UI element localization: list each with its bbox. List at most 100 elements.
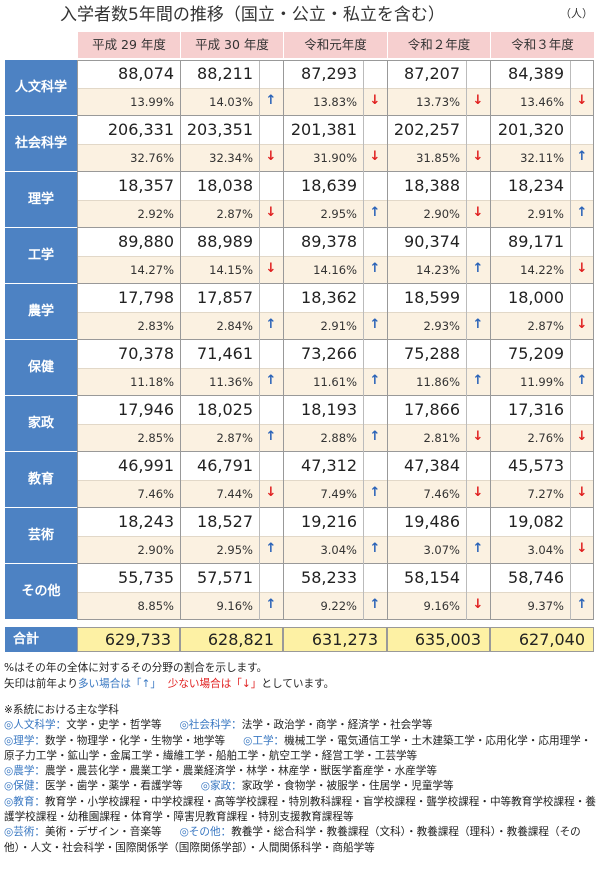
footnote-title: ※系統における主な学科 (4, 704, 119, 716)
count: 19,486 (404, 512, 460, 531)
row-label: 教育 (5, 452, 77, 508)
arrow-line (259, 508, 260, 564)
note-1: %はその年の全体に対するその分野の割合を示します。 (4, 662, 268, 674)
unit: （人） (560, 7, 593, 20)
col-line (77, 340, 78, 396)
arrow: ↑ (265, 597, 277, 612)
percent: 7.49% (320, 487, 357, 501)
arrow: ↓ (576, 317, 588, 332)
percent: 13.99% (130, 95, 174, 109)
percent: 7.46% (137, 487, 174, 501)
footnote-label: ◎工学： (243, 734, 285, 747)
arrow: ↓ (472, 93, 484, 108)
arrow: ↓ (576, 429, 588, 444)
count: 18,362 (301, 288, 357, 307)
col-line (77, 508, 78, 564)
arrow: ↓ (472, 205, 484, 220)
count: 75,288 (404, 344, 460, 363)
count: 202,257 (393, 120, 460, 139)
footnote-item: ◎農学：農学・農芸化学・農業工学・農業経済学・林学・林産学・獣医学畜産学・水産学… (4, 765, 437, 777)
count: 17,866 (404, 400, 460, 419)
col-line (180, 508, 181, 564)
arrow: ↑ (369, 485, 381, 500)
arrow: ↓ (472, 485, 484, 500)
count: 89,171 (508, 232, 564, 251)
percent: 2.92% (137, 207, 174, 221)
note-down: 少ない場合は「↓」 (167, 678, 262, 690)
row-mid-line (77, 256, 594, 257)
count: 19,082 (508, 512, 564, 531)
percent: 2.76% (527, 431, 564, 445)
arrow-line (570, 60, 571, 116)
percent: 14.15% (209, 263, 253, 277)
row-mid-line (77, 312, 594, 313)
col-line (77, 396, 78, 452)
footnote-text: 教養学・総合科学・教養課程（文科）・教養課程（理科）・教養課程（その他）・人文・… (4, 826, 581, 854)
arrow-line (259, 60, 260, 116)
footnote-label: ◎教育： (4, 795, 46, 808)
total-count: 631,273 (283, 627, 387, 652)
count: 87,293 (301, 64, 357, 83)
col-line (77, 172, 78, 228)
col-line (490, 60, 491, 116)
arrow-line (363, 284, 364, 340)
percent: 14.22% (520, 263, 564, 277)
arrow: ↑ (265, 93, 277, 108)
col-line (593, 452, 594, 508)
col-line (387, 340, 388, 396)
count: 55,735 (118, 568, 174, 587)
arrow-line (570, 564, 571, 620)
row-bottom-bg (77, 144, 594, 172)
footnote-label: ◎理学： (4, 734, 46, 747)
count: 88,211 (197, 64, 253, 83)
col-line (77, 116, 78, 172)
count: 73,266 (301, 344, 357, 363)
col-line (490, 340, 491, 396)
count: 71,461 (197, 344, 253, 363)
arrow: ↑ (576, 373, 588, 388)
col-line (593, 564, 594, 620)
arrow: ↓ (576, 261, 588, 276)
footnote-text: 教育学・小学校課程・中学校課程・高等学校課程・特別教科課程・盲学校課程・聾学校課… (4, 795, 596, 824)
count: 46,791 (197, 456, 253, 475)
count: 88,989 (197, 232, 253, 251)
row-bottom-bg (77, 424, 594, 452)
col-line (283, 228, 284, 284)
col-line (180, 172, 181, 228)
row-mid-line (77, 144, 594, 145)
percent: 2.88% (320, 431, 357, 445)
row-mid-line (77, 88, 594, 89)
arrow-line (466, 340, 467, 396)
arrow: ↓ (472, 429, 484, 444)
arrow-line (466, 228, 467, 284)
note-up: 多い場合は「↑」 (77, 678, 161, 690)
col-line (593, 396, 594, 452)
count: 17,798 (118, 288, 174, 307)
row-line (77, 451, 594, 452)
arrow-line (570, 172, 571, 228)
count: 18,388 (404, 176, 460, 195)
arrow: ↑ (265, 317, 277, 332)
count: 203,351 (186, 120, 253, 139)
arrow-line (570, 284, 571, 340)
arrow: ↑ (369, 261, 381, 276)
percent: 9.37% (527, 599, 564, 613)
row-line (77, 115, 594, 116)
row-label: 芸術 (5, 508, 77, 564)
footnote-text: 文学・史学・哲学等 (66, 719, 162, 732)
percent: 9.22% (320, 599, 357, 613)
arrow: ↑ (369, 541, 381, 556)
percent: 11.18% (130, 375, 174, 389)
count: 19,216 (301, 512, 357, 531)
arrow-line (259, 116, 260, 172)
col-line (593, 116, 594, 172)
count: 18,038 (197, 176, 253, 195)
arrow-line (466, 284, 467, 340)
row-bottom-bg (77, 312, 594, 340)
arrow: ↑ (265, 429, 277, 444)
arrow-line (363, 340, 364, 396)
count: 18,234 (508, 176, 564, 195)
col-line (490, 284, 491, 340)
footnote-label: ◎芸術： (4, 826, 46, 839)
arrow-line (259, 172, 260, 228)
